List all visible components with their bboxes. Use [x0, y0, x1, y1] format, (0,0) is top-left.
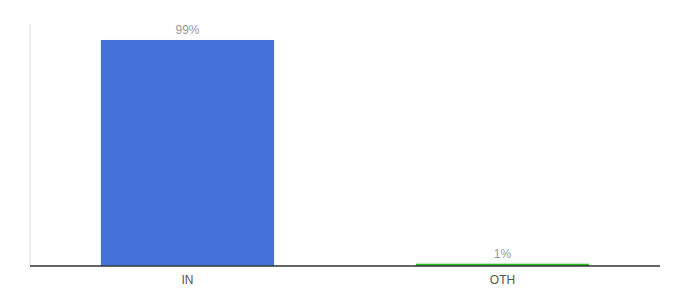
bar	[101, 40, 274, 266]
x-tick-label: OTH	[490, 273, 515, 287]
data-label: 1%	[494, 247, 512, 261]
bars	[101, 40, 589, 266]
data-label: 99%	[175, 23, 199, 37]
x-tick-label: IN	[182, 273, 194, 287]
chart-container: IN OTH 99% 1%	[0, 0, 680, 300]
x-axis-line	[30, 265, 660, 267]
chart-svg: IN OTH 99% 1%	[0, 0, 680, 300]
y-axis-line	[30, 24, 31, 266]
